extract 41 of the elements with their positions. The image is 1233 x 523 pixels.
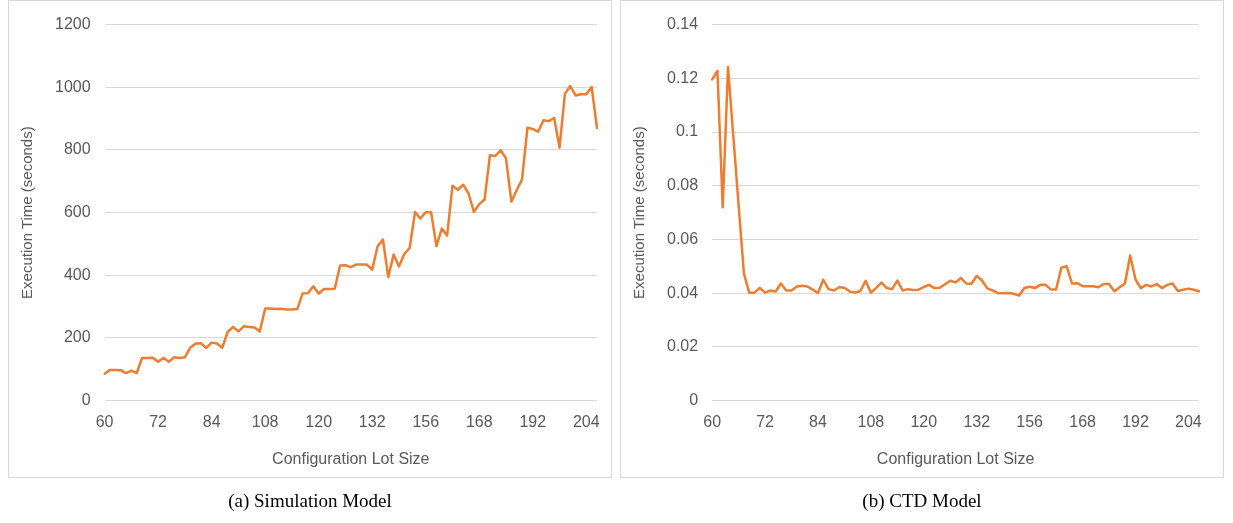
x-tick-label: 84 xyxy=(202,412,221,430)
y-tick-label: 200 xyxy=(63,328,91,346)
y-tick-label: 0.1 xyxy=(675,122,699,140)
x-tick-label: 84 xyxy=(809,412,827,430)
x-tick-label: 60 xyxy=(703,412,722,430)
y-tick-label: 1200 xyxy=(55,15,91,33)
y-tick-label: 0.08 xyxy=(667,176,699,194)
x-tick-label: 192 xyxy=(519,412,547,430)
x-tick-label: 120 xyxy=(910,412,938,430)
x-tick-label: 108 xyxy=(251,412,279,430)
x-tick-label: 192 xyxy=(1122,412,1149,430)
y-tick-label: 1000 xyxy=(55,77,91,95)
x-tick-label: 120 xyxy=(305,412,333,430)
x-tick-label: 60 xyxy=(95,412,114,430)
y-tick-label: 0.02 xyxy=(667,337,699,355)
y-tick-label: 600 xyxy=(63,203,91,221)
x-tick-label: 204 xyxy=(1175,412,1202,430)
text: (b) CTD Model xyxy=(861,490,983,512)
y-tick-label: 800 xyxy=(63,140,91,158)
y-axis-title: Execution Time (seconds) xyxy=(18,126,36,299)
x-tick-label: 204 xyxy=(572,412,600,430)
y-tick-label: 0.12 xyxy=(667,68,699,86)
x-tick-label: 72 xyxy=(756,412,775,430)
x-tick-label: 168 xyxy=(1069,412,1097,430)
y-tick-label: 0 xyxy=(689,391,699,409)
x-tick-label: 132 xyxy=(963,412,991,430)
x-axis-title: Configuration Lot Size xyxy=(876,449,1035,467)
x-tick-label: 156 xyxy=(412,412,440,430)
y-tick-label: 0.06 xyxy=(667,229,699,247)
y-tick-label: 0.04 xyxy=(667,283,699,301)
x-tick-label: 108 xyxy=(857,412,885,430)
y-axis-title: Execution Time (seconds) xyxy=(630,126,648,299)
y-tick-label: 0 xyxy=(81,391,91,409)
y-tick-label: 400 xyxy=(63,265,91,283)
x-tick-label: 156 xyxy=(1016,412,1044,430)
x-tick-label: 168 xyxy=(465,412,493,430)
text: (a) Simulation Model xyxy=(227,490,393,512)
x-tick-label: 132 xyxy=(358,412,386,430)
x-axis-title: Configuration Lot Size xyxy=(272,449,430,467)
y-tick-label: 0.14 xyxy=(667,15,699,33)
x-tick-label: 72 xyxy=(149,412,168,430)
